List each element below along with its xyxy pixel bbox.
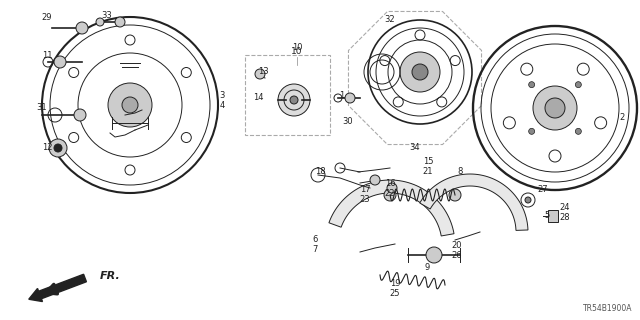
Circle shape bbox=[575, 128, 581, 134]
Circle shape bbox=[575, 82, 581, 88]
Polygon shape bbox=[420, 174, 528, 230]
Text: 10: 10 bbox=[292, 44, 302, 52]
Circle shape bbox=[387, 183, 397, 193]
Text: 31: 31 bbox=[36, 102, 47, 111]
Text: 3: 3 bbox=[220, 91, 225, 100]
Text: FR.: FR. bbox=[100, 271, 121, 281]
Text: 20: 20 bbox=[452, 241, 462, 250]
Circle shape bbox=[76, 22, 88, 34]
Circle shape bbox=[115, 17, 125, 27]
Polygon shape bbox=[548, 210, 558, 222]
Text: 25: 25 bbox=[390, 289, 400, 298]
Circle shape bbox=[533, 86, 577, 130]
Text: 24: 24 bbox=[560, 204, 570, 212]
Text: 27: 27 bbox=[538, 186, 548, 195]
Circle shape bbox=[122, 97, 138, 113]
Text: 32: 32 bbox=[385, 15, 396, 25]
Circle shape bbox=[108, 83, 152, 127]
Circle shape bbox=[426, 247, 442, 263]
Text: 23: 23 bbox=[360, 196, 371, 204]
Circle shape bbox=[255, 69, 265, 79]
Circle shape bbox=[370, 175, 380, 185]
Text: 10: 10 bbox=[291, 47, 303, 57]
Text: 16: 16 bbox=[385, 179, 396, 188]
Text: 21: 21 bbox=[423, 167, 433, 177]
Text: 18: 18 bbox=[315, 167, 325, 177]
Circle shape bbox=[54, 56, 66, 68]
Text: 33: 33 bbox=[102, 12, 113, 20]
Text: 15: 15 bbox=[423, 157, 433, 166]
Circle shape bbox=[545, 98, 565, 118]
Text: 28: 28 bbox=[560, 213, 570, 222]
Text: 13: 13 bbox=[258, 68, 268, 76]
Bar bbox=[245, 55, 330, 135]
Circle shape bbox=[449, 189, 461, 201]
FancyArrow shape bbox=[29, 274, 86, 301]
Text: 7: 7 bbox=[312, 245, 317, 254]
Text: 17: 17 bbox=[360, 186, 371, 195]
Text: 5: 5 bbox=[545, 211, 550, 220]
Text: 2: 2 bbox=[620, 114, 625, 123]
Text: 34: 34 bbox=[410, 142, 420, 151]
Circle shape bbox=[290, 96, 298, 104]
Circle shape bbox=[384, 189, 396, 201]
Circle shape bbox=[278, 84, 310, 116]
Circle shape bbox=[54, 144, 62, 152]
Circle shape bbox=[74, 109, 86, 121]
Circle shape bbox=[529, 82, 534, 88]
Text: 6: 6 bbox=[312, 236, 317, 244]
Circle shape bbox=[49, 139, 67, 157]
Circle shape bbox=[529, 128, 534, 134]
Text: 22: 22 bbox=[385, 188, 396, 197]
Text: 30: 30 bbox=[342, 117, 353, 126]
Text: 12: 12 bbox=[42, 143, 52, 153]
Polygon shape bbox=[329, 180, 454, 236]
Text: 9: 9 bbox=[424, 263, 429, 273]
Text: 29: 29 bbox=[42, 13, 52, 22]
Text: 26: 26 bbox=[452, 251, 462, 260]
Text: 8: 8 bbox=[458, 167, 463, 177]
Text: 1: 1 bbox=[339, 91, 344, 100]
Circle shape bbox=[345, 93, 355, 103]
Circle shape bbox=[412, 64, 428, 80]
Text: 19: 19 bbox=[390, 278, 400, 287]
Text: 14: 14 bbox=[253, 93, 263, 102]
Circle shape bbox=[400, 52, 440, 92]
Circle shape bbox=[525, 197, 531, 203]
Text: TR54B1900A: TR54B1900A bbox=[582, 304, 632, 313]
Text: 4: 4 bbox=[220, 100, 225, 109]
Circle shape bbox=[96, 18, 104, 26]
Text: 11: 11 bbox=[42, 51, 52, 60]
